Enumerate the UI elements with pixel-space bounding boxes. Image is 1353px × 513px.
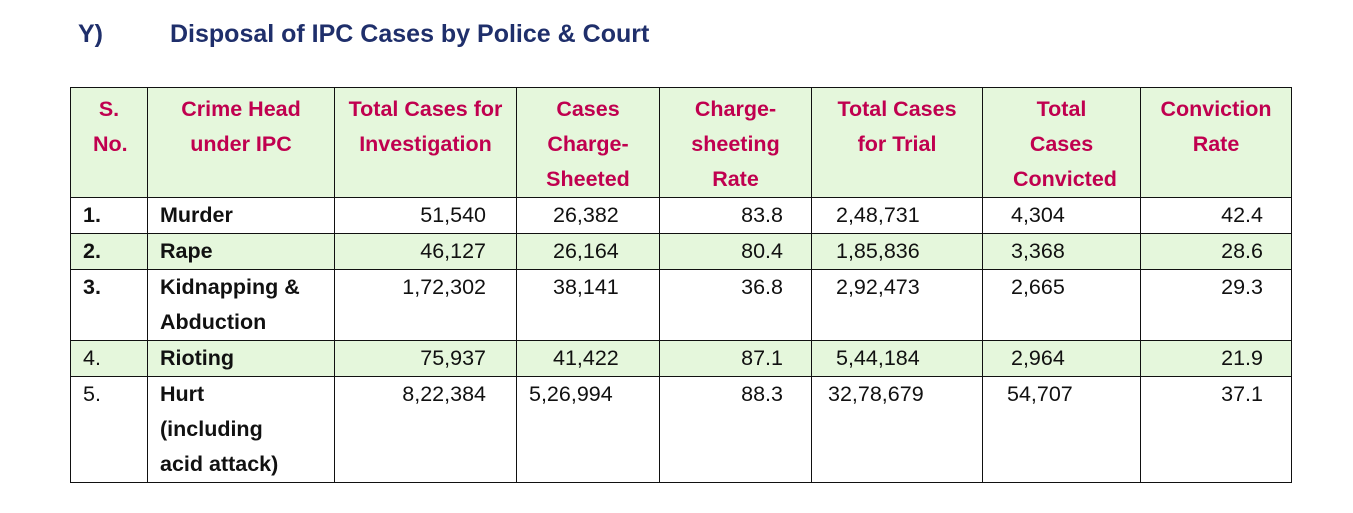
table-row-rioting: 4. Rioting 75,937 41,422 87.1 5,44,184 2… <box>70 340 1292 377</box>
row-sno: 4. <box>70 340 148 377</box>
row-total-trial: 32,78,679 <box>811 376 983 483</box>
row-sno: 3. <box>70 269 148 341</box>
row-conviction-rate: 37.1 <box>1140 376 1292 483</box>
row-total-convicted: 3,368 <box>982 233 1141 270</box>
row-sno: 2. <box>70 233 148 270</box>
row-crime-head: Hurt (including acid attack) <box>147 376 335 483</box>
header-crime-head: Crime Head under IPC <box>147 87 335 198</box>
header-conviction-rate: Conviction Rate <box>1140 87 1292 198</box>
section-label: Y) <box>78 20 103 48</box>
row-sno: 1. <box>70 197 148 234</box>
table-row-hurt: 5. Hurt (including acid attack) 8,22,384… <box>70 376 1292 483</box>
row-total-trial: 1,85,836 <box>811 233 983 270</box>
row-total-convicted: 4,304 <box>982 197 1141 234</box>
row-charge-sheeting-rate: 80.4 <box>659 233 812 270</box>
table-row-rape: 2. Rape 46,127 26,164 80.4 1,85,836 3,36… <box>70 233 1292 270</box>
row-total-trial: 5,44,184 <box>811 340 983 377</box>
row-charge-sheeted: 5,26,994 <box>516 376 660 483</box>
row-sno: 5. <box>70 376 148 483</box>
row-charge-sheeted: 26,164 <box>516 233 660 270</box>
row-total-investigation: 8,22,384 <box>334 376 517 483</box>
row-total-convicted: 54,707 <box>982 376 1141 483</box>
header-total-investigation: Total Cases for Investigation <box>334 87 517 198</box>
row-charge-sheeting-rate: 88.3 <box>659 376 812 483</box>
row-crime-head: Rioting <box>147 340 335 377</box>
row-charge-sheeted: 41,422 <box>516 340 660 377</box>
row-conviction-rate: 21.9 <box>1140 340 1292 377</box>
header-row: S. No. Crime Head under IPC Total Cases … <box>70 87 1292 198</box>
row-total-investigation: 46,127 <box>334 233 517 270</box>
row-crime-head: Kidnapping & Abduction <box>147 269 335 341</box>
header-total-trial: Total Cases for Trial <box>811 87 983 198</box>
row-total-convicted: 2,964 <box>982 340 1141 377</box>
header-sno: S. No. <box>70 87 148 198</box>
row-total-trial: 2,92,473 <box>811 269 983 341</box>
row-charge-sheeted: 38,141 <box>516 269 660 341</box>
ipc-disposal-table: S. No. Crime Head under IPC Total Cases … <box>70 87 1292 483</box>
row-conviction-rate: 42.4 <box>1140 197 1292 234</box>
row-crime-head: Murder <box>147 197 335 234</box>
row-charge-sheeted: 26,382 <box>516 197 660 234</box>
header-total-convicted: Total Cases Convicted <box>982 87 1141 198</box>
row-total-investigation: 1,72,302 <box>334 269 517 341</box>
row-total-investigation: 51,540 <box>334 197 517 234</box>
table-row-kidnapping: 3. Kidnapping & Abduction 1,72,302 38,14… <box>70 269 1292 341</box>
row-total-investigation: 75,937 <box>334 340 517 377</box>
row-conviction-rate: 28.6 <box>1140 233 1292 270</box>
row-total-convicted: 2,665 <box>982 269 1141 341</box>
row-charge-sheeting-rate: 87.1 <box>659 340 812 377</box>
section-heading: Y) Disposal of IPC Cases by Police & Cour… <box>78 20 649 49</box>
table-row-murder: 1. Murder 51,540 26,382 83.8 2,48,731 4,… <box>70 197 1292 234</box>
row-conviction-rate: 29.3 <box>1140 269 1292 341</box>
row-crime-head: Rape <box>147 233 335 270</box>
section-title: Disposal of IPC Cases by Police & Court <box>170 20 650 48</box>
row-total-trial: 2,48,731 <box>811 197 983 234</box>
row-charge-sheeting-rate: 83.8 <box>659 197 812 234</box>
header-charge-sheeted: Cases Charge-Sheeted <box>516 87 660 198</box>
row-charge-sheeting-rate: 36.8 <box>659 269 812 341</box>
header-charge-sheeting-rate: Charge-sheeting Rate <box>659 87 812 198</box>
